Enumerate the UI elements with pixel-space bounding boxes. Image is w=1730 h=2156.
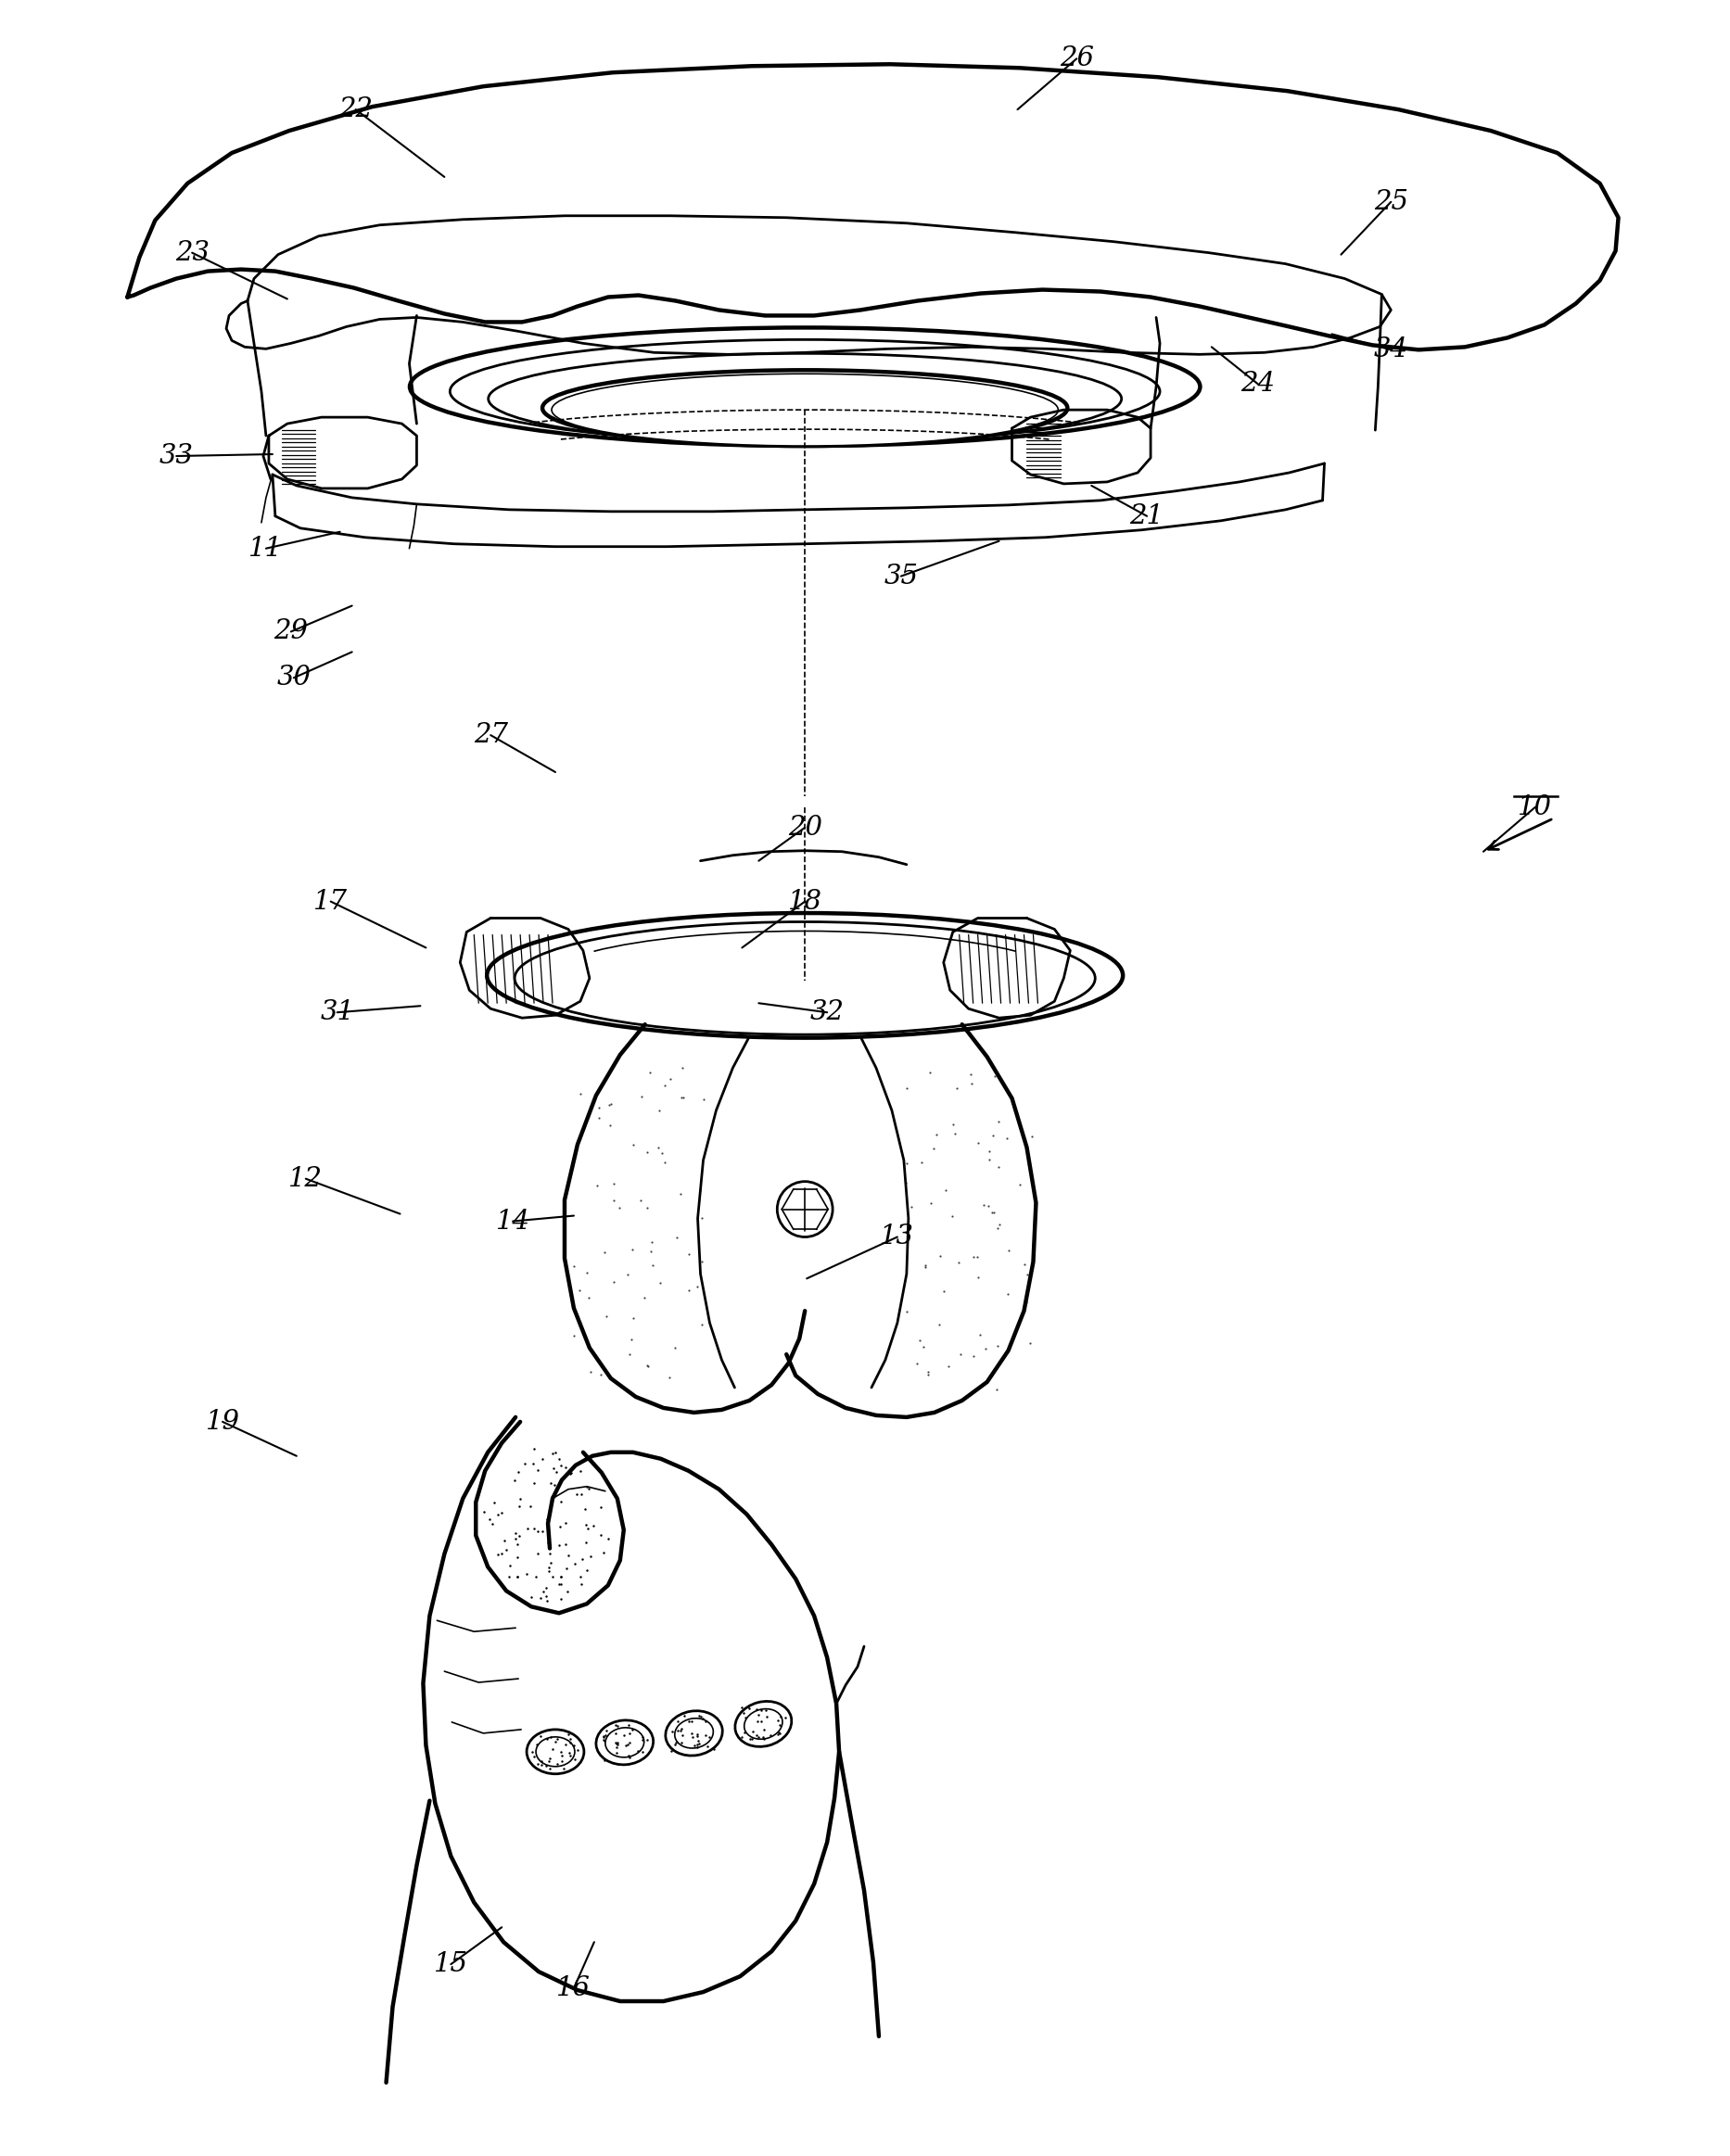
- Ellipse shape: [744, 1710, 782, 1740]
- Text: 34: 34: [1374, 336, 1408, 362]
- Ellipse shape: [514, 923, 1095, 1035]
- Text: 26: 26: [1059, 45, 1093, 71]
- Text: 21: 21: [1130, 502, 1164, 528]
- Text: 18: 18: [787, 888, 822, 914]
- Circle shape: [777, 1181, 832, 1238]
- Ellipse shape: [666, 1712, 723, 1755]
- Ellipse shape: [526, 1729, 585, 1774]
- Ellipse shape: [605, 1727, 644, 1757]
- Ellipse shape: [675, 1718, 713, 1749]
- Ellipse shape: [552, 373, 1059, 446]
- Text: 11: 11: [249, 535, 284, 561]
- Text: 14: 14: [497, 1207, 529, 1233]
- Text: 35: 35: [884, 563, 919, 589]
- Ellipse shape: [450, 341, 1159, 444]
- Text: 29: 29: [273, 619, 308, 645]
- Text: 19: 19: [206, 1408, 240, 1434]
- Ellipse shape: [486, 912, 1123, 1037]
- Text: 12: 12: [289, 1166, 324, 1192]
- Ellipse shape: [536, 1738, 574, 1766]
- Text: 10: 10: [1517, 793, 1552, 819]
- Ellipse shape: [410, 328, 1201, 446]
- Text: 23: 23: [175, 239, 209, 265]
- Text: 31: 31: [320, 1000, 355, 1026]
- Text: 15: 15: [434, 1951, 469, 1977]
- Text: 16: 16: [557, 1975, 592, 2001]
- Text: 17: 17: [313, 888, 348, 914]
- Text: 33: 33: [159, 444, 194, 470]
- Ellipse shape: [735, 1701, 792, 1746]
- Ellipse shape: [543, 371, 1067, 446]
- Text: 27: 27: [474, 722, 509, 748]
- Ellipse shape: [597, 1720, 654, 1766]
- Text: 20: 20: [787, 815, 822, 841]
- Ellipse shape: [488, 354, 1121, 444]
- Text: 32: 32: [810, 1000, 844, 1026]
- Text: 30: 30: [277, 664, 311, 690]
- Text: 22: 22: [339, 97, 374, 123]
- Text: 25: 25: [1374, 190, 1408, 216]
- Text: 13: 13: [881, 1225, 915, 1250]
- Text: 24: 24: [1240, 371, 1275, 397]
